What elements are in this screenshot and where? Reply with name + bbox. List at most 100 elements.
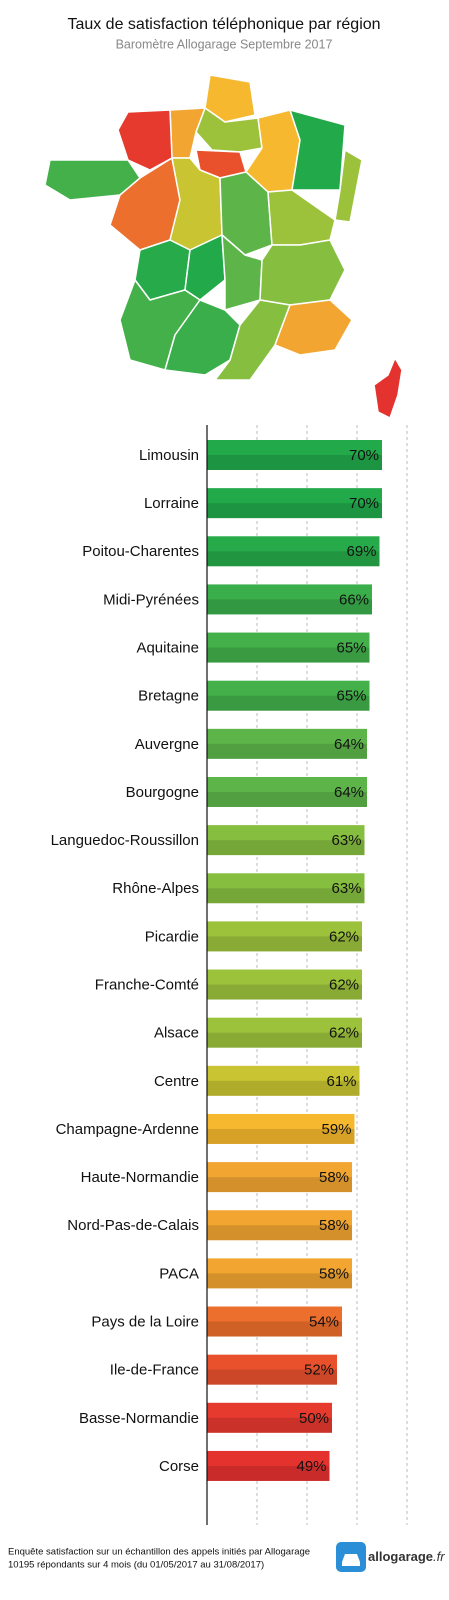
value-label: 64% bbox=[334, 736, 364, 753]
category-label: Corse bbox=[159, 1458, 199, 1475]
map-region bbox=[195, 107, 263, 153]
value-label: 63% bbox=[331, 880, 361, 897]
value-label: 62% bbox=[329, 977, 359, 994]
bar bbox=[207, 680, 370, 711]
bar-shade bbox=[207, 1273, 352, 1289]
category-label: Nord-Pas-de-Calais bbox=[67, 1217, 199, 1234]
bar bbox=[207, 1113, 355, 1144]
category-label: Limousin bbox=[139, 447, 199, 464]
category-label: Haute-Normandie bbox=[81, 1169, 199, 1186]
bar-shade bbox=[207, 1177, 352, 1193]
bar bbox=[207, 1258, 352, 1289]
category-label: Alsace bbox=[154, 1025, 199, 1042]
value-label: 69% bbox=[346, 543, 376, 560]
bar bbox=[207, 1450, 330, 1481]
category-label: Franche-Comté bbox=[95, 977, 199, 994]
category-label: Ile-de-France bbox=[110, 1362, 199, 1379]
value-label: 58% bbox=[319, 1217, 349, 1234]
bar-shade bbox=[207, 1032, 362, 1048]
bar bbox=[207, 488, 382, 519]
bar bbox=[207, 921, 362, 952]
value-label: 70% bbox=[349, 447, 379, 464]
map-region bbox=[274, 299, 353, 356]
category-label: PACA bbox=[159, 1265, 199, 1282]
bar-shade bbox=[207, 888, 365, 904]
category-label: Bourgogne bbox=[126, 784, 199, 801]
bar-shade bbox=[207, 791, 367, 807]
category-label: Poitou-Charentes bbox=[82, 543, 199, 560]
bar-shade bbox=[207, 1369, 337, 1385]
category-label: Pays de la Loire bbox=[91, 1313, 199, 1330]
category-label: Aquitaine bbox=[136, 640, 199, 657]
bar bbox=[207, 873, 365, 904]
bar bbox=[207, 728, 367, 759]
value-label: 66% bbox=[339, 591, 369, 608]
footer-note: 10195 répondants sur 4 mois (du 01/05/20… bbox=[8, 1560, 264, 1571]
value-label: 70% bbox=[349, 495, 379, 512]
value-label: 52% bbox=[304, 1362, 334, 1379]
bar bbox=[207, 1402, 332, 1433]
map bbox=[44, 74, 403, 419]
bar-shade bbox=[207, 695, 370, 711]
category-label: Bretagne bbox=[138, 688, 199, 705]
map-region bbox=[117, 109, 173, 171]
bar-shade bbox=[207, 840, 365, 856]
value-label: 63% bbox=[331, 832, 361, 849]
bar bbox=[207, 1306, 342, 1337]
category-label: Centre bbox=[154, 1073, 199, 1090]
logo-text: allogarage.fr bbox=[368, 1549, 445, 1564]
bar-shade bbox=[207, 743, 367, 759]
bar bbox=[207, 632, 370, 663]
footer-note: Enquête satisfaction sur un échantillon … bbox=[8, 1547, 310, 1558]
subtitle: Baromètre Allogarage Septembre 2017 bbox=[116, 37, 333, 51]
bar-shade bbox=[207, 1465, 330, 1481]
logo: allogarage.fr bbox=[336, 1542, 445, 1572]
map-corsica bbox=[373, 357, 403, 419]
map-region bbox=[214, 299, 291, 381]
bar bbox=[207, 440, 382, 470]
bar bbox=[207, 584, 372, 615]
value-label: 50% bbox=[299, 1410, 329, 1427]
bar-shade bbox=[207, 984, 362, 1000]
value-label: 62% bbox=[329, 1025, 359, 1042]
logo-car bbox=[342, 1554, 360, 1566]
bar bbox=[207, 969, 362, 1000]
bar-shade bbox=[207, 1128, 355, 1144]
category-label: Basse-Normandie bbox=[79, 1410, 199, 1427]
category-label: Auvergne bbox=[135, 736, 199, 753]
map-region bbox=[289, 109, 346, 191]
value-label: 65% bbox=[336, 688, 366, 705]
map-region bbox=[184, 234, 226, 301]
bar-shade bbox=[207, 1321, 342, 1337]
bar-shade bbox=[207, 1225, 352, 1241]
value-label: 61% bbox=[326, 1073, 356, 1090]
bar bbox=[207, 1065, 360, 1096]
map-region bbox=[259, 239, 346, 306]
category-label: Midi-Pyrénées bbox=[103, 591, 199, 608]
category-label: Picardie bbox=[145, 928, 199, 945]
bar-shade bbox=[207, 599, 372, 615]
value-label: 59% bbox=[321, 1121, 351, 1138]
category-label: Lorraine bbox=[144, 495, 199, 512]
bar-shade bbox=[207, 936, 362, 952]
value-label: 58% bbox=[319, 1169, 349, 1186]
bar bbox=[207, 1162, 352, 1193]
bar bbox=[207, 1017, 362, 1048]
bar-shade bbox=[207, 1080, 360, 1096]
category-label: Champagne-Ardenne bbox=[56, 1121, 199, 1138]
value-label: 58% bbox=[319, 1265, 349, 1282]
title: Taux de satisfaction téléphonique par ré… bbox=[67, 16, 380, 33]
bar-shade bbox=[207, 1417, 332, 1433]
bar-shade bbox=[207, 503, 382, 519]
category-label: Rhône-Alpes bbox=[112, 880, 199, 897]
category-label: Languedoc-Roussillon bbox=[51, 832, 199, 849]
bar-chart: Limousin 70% Lorraine 70% Poitou-Charentes 69… bbox=[51, 425, 408, 1525]
bar-shade bbox=[207, 647, 370, 663]
value-label: 65% bbox=[336, 640, 366, 657]
value-label: 62% bbox=[329, 928, 359, 945]
bar-shade bbox=[207, 551, 380, 567]
bar bbox=[207, 1354, 337, 1385]
value-label: 64% bbox=[334, 784, 364, 801]
